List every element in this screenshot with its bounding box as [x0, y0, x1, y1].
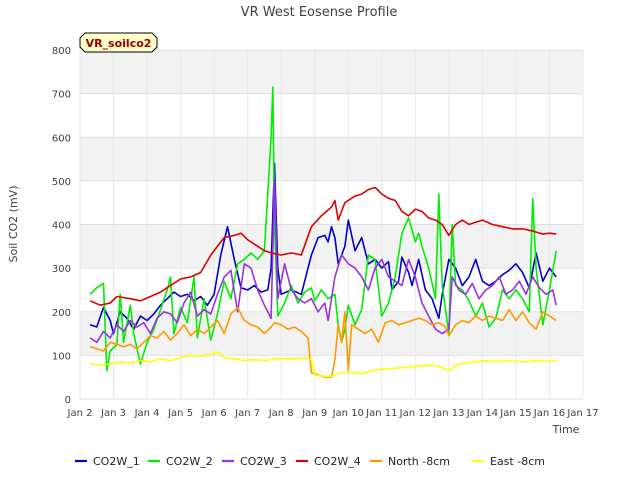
series-line	[89, 306, 557, 378]
legend: CO2W_1 CO2W_2 CO2W_3 CO2W_4 North -8cm East -…	[75, 455, 545, 468]
legend-label: CO2W_2	[166, 455, 213, 468]
plot-band	[80, 224, 583, 269]
x-tick-label: Jan 4	[134, 408, 160, 419]
x-tick-label: Jan 8	[268, 408, 294, 419]
x-tick-label: Jan 14	[466, 408, 498, 419]
plot-band	[80, 137, 583, 181]
x-tick-label: Jan 2	[67, 408, 93, 419]
legend-label: CO2W_3	[240, 455, 287, 468]
x-tick-label: Jan 3	[100, 408, 126, 419]
plot-band	[80, 50, 583, 94]
x-tick-label: Jan 6	[201, 408, 227, 419]
y-axis-ticks: 0 100 200 300 400 500 600 700 800	[52, 46, 71, 406]
x-tick-label: Jan 9	[301, 408, 327, 419]
x-tick-label: Jan 11	[365, 408, 397, 419]
x-tick-label: Jan 10	[332, 408, 364, 419]
chart-tag: VR_soilco2	[79, 32, 158, 53]
x-tick-label: Jan 16	[533, 408, 565, 419]
y-tick-label: 200	[52, 308, 71, 319]
y-tick-label: 300	[52, 264, 71, 275]
legend-label: North -8cm	[388, 455, 450, 468]
y-tick-label: 500	[52, 177, 71, 188]
legend-label: CO2W_1	[93, 455, 140, 468]
x-axis-label: Time	[552, 423, 580, 436]
series-line	[89, 162, 557, 335]
series-line	[89, 180, 557, 344]
grid-lines	[79, 49, 584, 400]
y-tick-label: 100	[52, 351, 71, 362]
plot-band	[80, 311, 583, 356]
chart-tag-label: VR_soilco2	[86, 37, 152, 50]
series-line	[89, 86, 557, 372]
chart-title: VR West Eosense Profile	[241, 5, 398, 20]
legend-label: CO2W_4	[314, 455, 361, 468]
x-tick-label: Jan 12	[399, 408, 431, 419]
x-tick-label: Jan 7	[234, 408, 260, 419]
series-line	[89, 186, 557, 306]
y-tick-label: 600	[52, 133, 71, 144]
x-tick-label: Jan 13	[432, 408, 464, 419]
y-tick-label: 400	[52, 221, 71, 232]
legend-label: East -8cm	[490, 455, 545, 468]
y-tick-label: 0	[65, 395, 71, 406]
y-tick-label: 700	[52, 90, 71, 101]
x-tick-label: Jan 5	[167, 408, 193, 419]
y-tick-label: 800	[52, 46, 71, 57]
series-group	[89, 86, 557, 378]
y-axis-label: Soil CO2 (mV)	[7, 186, 20, 263]
x-tick-label: Jan 15	[499, 408, 531, 419]
x-tick-label: Jan 17	[566, 408, 598, 419]
x-axis-ticks: Jan 2 Jan 3 Jan 4 Jan 5 Jan 6 Jan 7 Jan 8 Jan 9…	[67, 408, 599, 419]
series-line	[90, 351, 557, 378]
